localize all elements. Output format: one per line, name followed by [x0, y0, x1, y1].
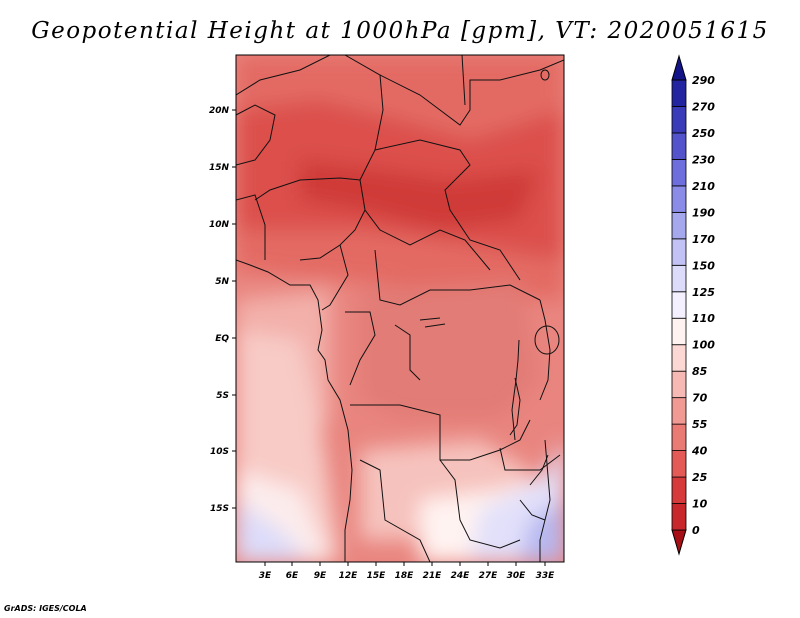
colorbar-segment: [671, 370, 687, 399]
colorbar-label: 230: [692, 153, 715, 166]
colorbar-segment: [671, 317, 687, 346]
colorbar-segment: [671, 211, 687, 240]
longitude-labels: 3E 6E 9E 12E 15E 18E 21E 24E 27E 30E 33E: [259, 571, 555, 581]
map-frame: [235, 54, 565, 563]
colorbar-label: 55: [692, 418, 708, 431]
height-field: [236, 55, 564, 562]
colorbar-segment: [671, 132, 687, 160]
lat-label: 10N: [209, 220, 230, 230]
colorbar-label: 10: [692, 498, 708, 511]
lon-label: 3E: [259, 571, 272, 581]
colorbar-segment: [671, 476, 687, 504]
colorbar-label: 270: [692, 100, 715, 113]
lat-label: 15N: [209, 163, 230, 173]
colorbar-label: 40: [691, 445, 708, 458]
chart-title: Geopotential Height at 1000hPa [gpm], VT…: [31, 18, 769, 44]
colorbar-top-triangle: [671, 54, 687, 81]
colorbar-label: 70: [692, 392, 708, 405]
colorbar-label: 25: [692, 471, 708, 484]
colorbar-segment: [671, 503, 687, 531]
colorbar-label: 290: [692, 74, 715, 87]
colorbar-label: 250: [692, 127, 715, 140]
lat-label: EQ: [215, 334, 229, 344]
colorbar-segment: [671, 106, 687, 134]
lon-label: 33E: [536, 571, 556, 581]
colorbar-segment: [671, 423, 687, 451]
colorbar-label: 170: [692, 233, 715, 246]
lon-label: 24E: [451, 571, 471, 581]
lat-label: 5S: [216, 391, 229, 401]
colorbar-label: 210: [692, 180, 715, 193]
lon-label: 6E: [286, 571, 299, 581]
colorbar-segment: [671, 291, 687, 319]
lon-label: 12E: [339, 571, 359, 581]
colorbar: 0 10 25 40 55 70 85 100 110 125 150 170 190 210 230 250…: [671, 54, 715, 556]
lon-label: 15E: [367, 571, 387, 581]
colorbar-label: 100: [692, 339, 715, 352]
colorbar-label: 150: [692, 259, 715, 272]
lat-label: 10S: [210, 447, 229, 457]
colorbar-segment: [671, 397, 687, 425]
colorbar-label: 0: [692, 524, 700, 537]
colorbar-bottom-triangle: [671, 529, 687, 556]
latitude-labels: 20N 15N 10N 5N EQ 5S 10S 15S: [209, 106, 230, 514]
axis-ticks: [232, 109, 546, 566]
colorbar-label: 85: [692, 365, 708, 378]
colorbar-segment: [671, 79, 687, 107]
colorbar-label: 125: [692, 286, 715, 299]
lon-label: 27E: [479, 571, 499, 581]
lat-label: 5N: [215, 277, 229, 287]
lon-label: 18E: [395, 571, 415, 581]
colorbar-segment: [671, 264, 687, 293]
credit-text: GrADS: IGES/COLA: [4, 604, 87, 613]
lon-label: 9E: [314, 571, 327, 581]
lon-label: 21E: [423, 571, 443, 581]
colorbar-segment: [671, 450, 687, 478]
colorbar-segment: [671, 238, 687, 266]
colorbar-label: 190: [692, 206, 715, 219]
colorbar-segment: [671, 344, 687, 372]
colorbar-segment: [671, 185, 687, 213]
colorbar-label: 110: [692, 312, 715, 325]
lon-label: 30E: [507, 571, 527, 581]
lakes: [419, 69, 560, 521]
colorbar-segment: [671, 159, 687, 187]
lat-label: 20N: [209, 106, 230, 116]
lat-label: 15S: [210, 504, 229, 514]
